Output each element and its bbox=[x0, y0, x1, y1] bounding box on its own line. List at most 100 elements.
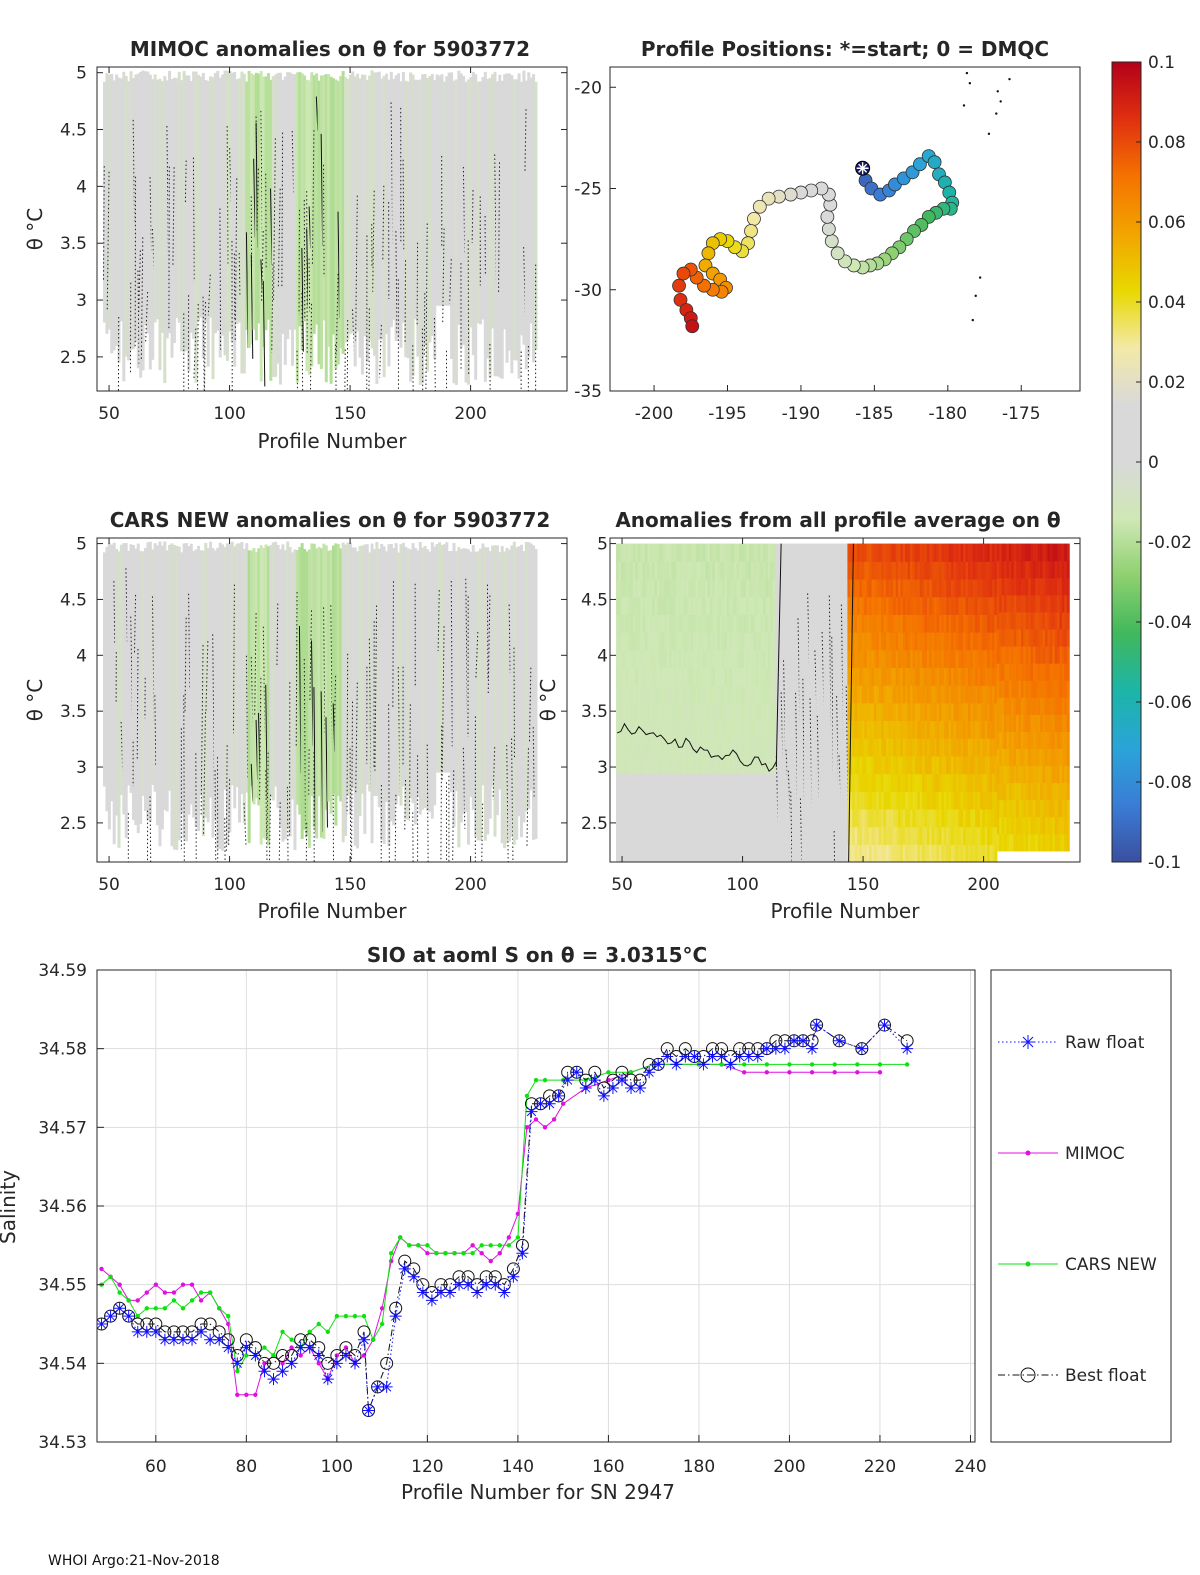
avg-cell bbox=[1013, 628, 1017, 647]
avg-cell bbox=[816, 596, 820, 615]
cars-title: CARS NEW anomalies on θ for 5903772 bbox=[110, 508, 551, 532]
avg-cell bbox=[948, 791, 952, 810]
avg-cell bbox=[885, 614, 889, 633]
avg-cell bbox=[620, 773, 624, 792]
avg-cell bbox=[835, 543, 839, 562]
avg-cell bbox=[917, 826, 921, 845]
avg-cell bbox=[637, 667, 641, 686]
avg-cell bbox=[972, 791, 976, 810]
avg-cell bbox=[934, 614, 938, 633]
anomaly-column bbox=[197, 74, 201, 321]
avg-cell bbox=[1049, 697, 1053, 715]
avg-cell bbox=[837, 596, 841, 615]
colorbar-tick-label: -0.06 bbox=[1148, 693, 1192, 713]
avg-cell bbox=[1064, 714, 1068, 732]
avg-cell bbox=[789, 632, 793, 651]
avg-cell bbox=[885, 791, 889, 810]
avg-cell bbox=[965, 702, 969, 722]
avg-cell bbox=[775, 702, 779, 722]
avg-cell bbox=[666, 808, 670, 828]
avg-cell bbox=[960, 844, 964, 862]
avg-cell bbox=[625, 773, 629, 792]
anomaly-column bbox=[387, 544, 391, 846]
anomaly-column bbox=[153, 543, 157, 792]
avg-cell bbox=[859, 773, 863, 792]
avg-cell bbox=[654, 632, 658, 651]
avg-cell bbox=[958, 596, 962, 615]
avg-cell bbox=[714, 720, 718, 739]
avg-cell bbox=[791, 773, 795, 792]
avg-cell bbox=[835, 773, 839, 792]
avg-cell bbox=[1042, 680, 1046, 698]
avg-cell bbox=[1016, 816, 1020, 835]
avg-cell bbox=[1047, 594, 1051, 613]
series-point bbox=[507, 1270, 520, 1283]
salinity-ticks: 60 80 100 120 140 160 180 200 220 24034.5334.5434… bbox=[38, 961, 986, 1477]
avg-cell bbox=[632, 702, 636, 722]
avg-cell bbox=[714, 543, 718, 562]
avg-cell bbox=[635, 808, 639, 828]
avg-cell bbox=[873, 755, 877, 775]
avg-cell bbox=[948, 561, 952, 580]
contour-line bbox=[132, 119, 136, 224]
avg-cell bbox=[864, 614, 868, 633]
avg-cell bbox=[929, 685, 933, 704]
avg-cell bbox=[705, 773, 709, 792]
series-point bbox=[407, 1270, 420, 1283]
avg-cell bbox=[767, 578, 771, 598]
avg-cell bbox=[975, 844, 979, 862]
avg-cell bbox=[1033, 714, 1037, 732]
anomaly-column bbox=[283, 550, 287, 840]
colorbar-tick-label: 0 bbox=[1148, 453, 1159, 473]
series-point bbox=[171, 1298, 177, 1303]
avg-cell bbox=[1018, 816, 1022, 835]
avg-cell bbox=[960, 702, 964, 722]
y-tick-label: -25 bbox=[574, 180, 602, 200]
avg-cell bbox=[1035, 628, 1039, 647]
avg-cell bbox=[743, 773, 747, 792]
avg-cell bbox=[1045, 543, 1049, 562]
avg-cell bbox=[763, 844, 767, 862]
avg-cell bbox=[746, 614, 750, 633]
series-point bbox=[733, 1050, 746, 1063]
avg-cell bbox=[907, 578, 911, 598]
avg-cell bbox=[782, 826, 786, 845]
avg-cell bbox=[936, 632, 940, 651]
avg-cell bbox=[1061, 714, 1065, 732]
series-point bbox=[153, 1306, 159, 1311]
avg-cell bbox=[1042, 833, 1046, 852]
avg-cell bbox=[982, 578, 986, 598]
avg-cell bbox=[975, 791, 979, 810]
anomaly-column bbox=[365, 544, 369, 785]
anomaly-column bbox=[327, 74, 331, 347]
avg-cell bbox=[702, 685, 706, 704]
avg-cell bbox=[975, 667, 979, 686]
avg-cell bbox=[688, 702, 692, 722]
avg-cell bbox=[784, 596, 788, 615]
avg-cell bbox=[907, 649, 911, 669]
avg-cell bbox=[719, 791, 723, 810]
avg-cell bbox=[799, 791, 803, 810]
avg-cell bbox=[714, 844, 718, 862]
avg-cell bbox=[678, 685, 682, 704]
avg-cell bbox=[779, 826, 783, 845]
avg-cell bbox=[914, 773, 918, 792]
avg-cell bbox=[1040, 714, 1044, 732]
avg-cell bbox=[842, 738, 846, 757]
avg-cell bbox=[890, 561, 894, 580]
avg-cell bbox=[710, 614, 714, 633]
avg-cell bbox=[799, 826, 803, 845]
avg-cell bbox=[712, 561, 716, 580]
avg-cell bbox=[885, 685, 889, 704]
avg-cell bbox=[642, 738, 646, 757]
avg-cell bbox=[926, 791, 930, 810]
avg-cell bbox=[852, 561, 856, 580]
avg-cell bbox=[746, 826, 750, 845]
avg-cell bbox=[705, 578, 709, 598]
avg-cell bbox=[840, 614, 844, 633]
avg-cell bbox=[905, 632, 909, 651]
avg-cell bbox=[772, 702, 776, 722]
series-point bbox=[625, 1082, 638, 1094]
avg-cell bbox=[924, 561, 928, 580]
avg-cell bbox=[751, 596, 755, 615]
